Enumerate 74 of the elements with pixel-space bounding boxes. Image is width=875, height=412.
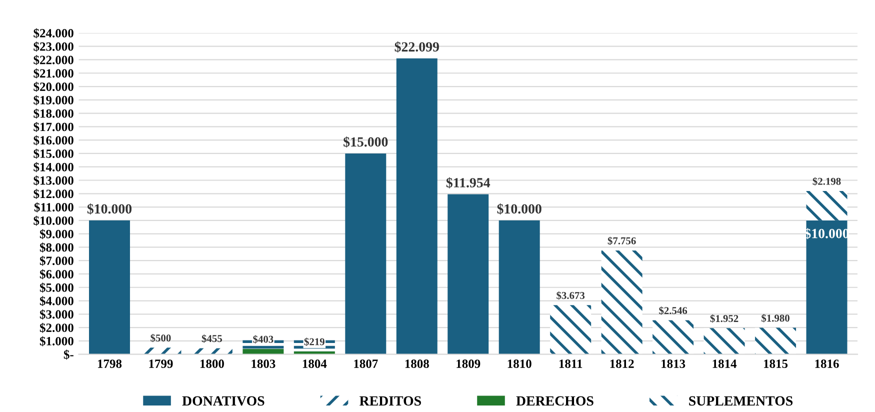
- x-tick-label: 1799: [149, 360, 173, 368]
- x-tick-label: 1809: [456, 360, 480, 368]
- data-label: $7.756: [608, 236, 636, 246]
- y-tick-label: $12.000: [34, 188, 74, 199]
- x-tick-label: 1813: [662, 360, 686, 368]
- data-label: $15.000: [344, 136, 388, 148]
- legend-label: DERECHOS: [516, 396, 594, 406]
- x-tick-label: 1803: [252, 360, 276, 368]
- x-tick-label: 1814: [712, 360, 737, 368]
- bar: [498, 220, 540, 354]
- y-tick-label: $5.000: [40, 282, 74, 293]
- y-tick-label: $18.000: [34, 108, 74, 119]
- data-label: $500: [150, 334, 171, 342]
- data-label: $2.546: [659, 306, 688, 315]
- data-label: $1.952: [710, 314, 738, 323]
- y-tick-label: $23.000: [34, 42, 74, 52]
- data-label: $11.954: [446, 177, 490, 188]
- y-tick-label: $16.000: [34, 135, 74, 146]
- y-tick-label: $1.000: [40, 336, 74, 346]
- data-label: $2.198: [812, 177, 841, 186]
- y-tick-label: $9.000: [40, 229, 74, 240]
- y-tick-label: $11.000: [34, 202, 74, 212]
- y-tick-label: $-: [64, 350, 74, 360]
- x-tick-label: 1816: [815, 360, 839, 368]
- y-tick-label: $8.000: [40, 242, 74, 252]
- x-tick-label: 1810: [508, 360, 532, 368]
- x-tick-label: 1811: [559, 360, 582, 368]
- y-tick-label: $6.000: [40, 269, 74, 280]
- y-tick-label: $24.000: [34, 28, 74, 38]
- y-tick-label: $15.000: [34, 148, 74, 159]
- x-tick-label: 1812: [610, 360, 634, 368]
- bar: [601, 250, 642, 354]
- data-label: $3.673: [556, 291, 585, 300]
- y-tick-label: $21.000: [34, 68, 74, 78]
- data-label: $455: [202, 334, 222, 343]
- data-label: $22.099: [394, 41, 439, 52]
- y-tick-label: $14.000: [34, 162, 74, 172]
- bar: [191, 348, 232, 354]
- y-tick-label: $10.000: [34, 216, 74, 226]
- y-tick-label: $19.000: [34, 95, 74, 106]
- y-tick-label: $2.000: [40, 322, 74, 333]
- bar: [242, 348, 284, 354]
- bar: [448, 194, 489, 354]
- x-tick-label: 1808: [405, 360, 429, 368]
- data-label: $10.000: [87, 203, 132, 215]
- bar: [140, 348, 182, 354]
- x-tick-label: 1815: [764, 360, 788, 368]
- bar: [345, 153, 386, 354]
- x-tick-label: 1798: [98, 360, 122, 368]
- x-tick-label: 1807: [354, 360, 378, 368]
- legend-label: REDITOS: [360, 396, 421, 406]
- bar: [806, 190, 848, 220]
- bar: [550, 305, 592, 354]
- y-tick-label: $13.000: [34, 176, 74, 186]
- legend-label: SUPLEMENTOS: [689, 396, 793, 406]
- bar: [806, 220, 848, 354]
- data-label: $1.980: [762, 314, 790, 322]
- data-label: $10.000: [497, 203, 542, 215]
- legend-label: DONATIVOS: [182, 396, 264, 406]
- y-tick-label: $3.000: [40, 309, 74, 320]
- x-tick-label: 1800: [200, 360, 224, 368]
- data-label: $219: [304, 338, 324, 346]
- bar: [755, 328, 796, 354]
- bar: [652, 320, 694, 354]
- y-tick-label: $17.000: [34, 122, 74, 132]
- bar: [88, 220, 130, 354]
- bar: [704, 328, 745, 354]
- y-tick-label: $22.000: [34, 55, 74, 66]
- bar: [396, 58, 438, 354]
- y-tick-label: $7.000: [40, 256, 74, 266]
- x-tick-label: 1804: [302, 360, 327, 368]
- y-tick-label: $20.000: [34, 82, 74, 92]
- data-label: $403: [253, 335, 274, 344]
- y-tick-label: $4.000: [40, 296, 74, 306]
